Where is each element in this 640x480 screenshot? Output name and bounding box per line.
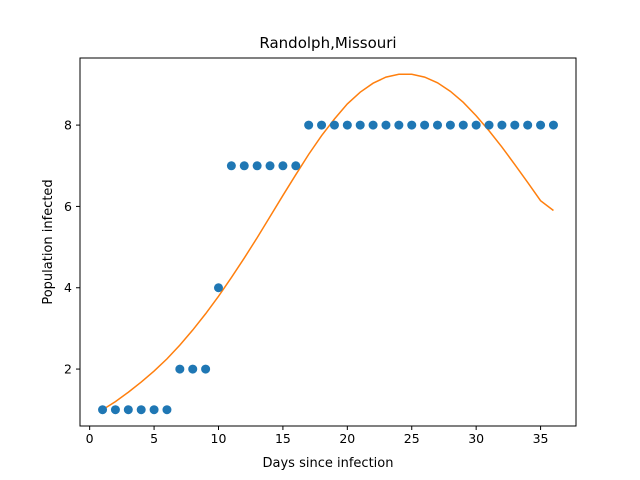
y-tick-label: 4	[64, 280, 72, 295]
x-tick-label: 30	[468, 431, 484, 446]
axis-ticks: 0 5 10 15 20 25 30 35 2 4 6 8	[64, 118, 548, 446]
data-point	[329, 120, 339, 130]
data-point	[252, 161, 262, 171]
data-point	[304, 120, 314, 130]
data-point	[188, 364, 198, 374]
x-tick-label: 5	[150, 431, 158, 446]
data-point	[407, 120, 417, 130]
data-point	[136, 405, 146, 415]
x-tick-label: 20	[339, 431, 355, 446]
y-tick-label: 6	[64, 199, 72, 214]
data-point	[458, 120, 468, 130]
data-point	[471, 120, 481, 130]
data-point	[381, 120, 391, 130]
axes-frame	[79, 57, 577, 427]
data-point	[213, 283, 223, 293]
y-tick-label: 8	[64, 118, 72, 133]
x-tick-label: 0	[86, 431, 94, 446]
data-point	[548, 120, 558, 130]
data-point	[420, 120, 430, 130]
plot-area	[98, 73, 558, 415]
data-point	[342, 120, 352, 130]
x-tick-label: 15	[275, 431, 291, 446]
data-point	[291, 161, 301, 171]
data-point	[368, 120, 378, 130]
data-point	[162, 405, 172, 415]
data-point	[484, 120, 494, 130]
fit-line	[102, 73, 554, 411]
data-point	[239, 161, 249, 171]
data-point	[201, 364, 211, 374]
x-tick-label: 35	[533, 431, 549, 446]
chart-title: Randolph,Missouri	[259, 34, 396, 52]
data-point	[149, 405, 159, 415]
data-point	[433, 120, 443, 130]
data-point	[226, 161, 236, 171]
data-point	[355, 120, 365, 130]
y-tick-label: 2	[64, 362, 72, 377]
y-axis-label: Population infected	[41, 179, 56, 304]
data-point	[523, 120, 533, 130]
x-axis-label: Days since infection	[263, 456, 394, 471]
data-point	[98, 405, 108, 415]
data-point	[497, 120, 507, 130]
data-point	[317, 120, 327, 130]
data-point	[175, 364, 185, 374]
data-point	[394, 120, 404, 130]
data-point	[110, 405, 120, 415]
data-point	[278, 161, 288, 171]
data-point	[510, 120, 520, 130]
data-point	[123, 405, 133, 415]
x-tick-label: 10	[211, 431, 227, 446]
data-point	[536, 120, 546, 130]
x-tick-label: 25	[404, 431, 420, 446]
data-point	[445, 120, 455, 130]
data-point	[265, 161, 275, 171]
